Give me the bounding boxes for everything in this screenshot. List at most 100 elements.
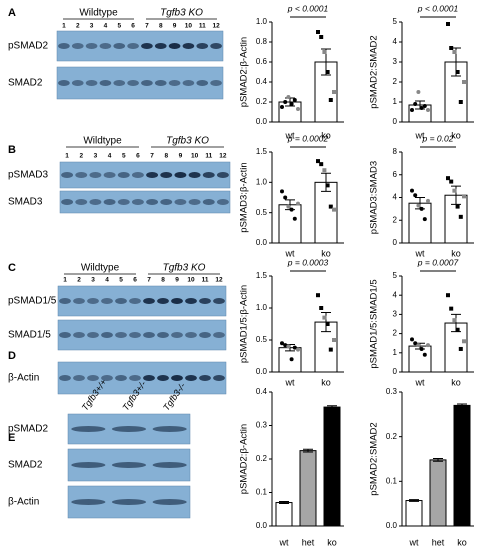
- y-tick-label: 5: [393, 17, 398, 26]
- band: [111, 499, 147, 505]
- x-tick-label: ko: [457, 537, 467, 547]
- band: [213, 298, 225, 304]
- panel-letter: B: [8, 144, 16, 156]
- x-tick-label: wt: [285, 248, 295, 258]
- band: [143, 375, 155, 381]
- group-label: Tgfb3 KO: [160, 8, 203, 19]
- x-tick-label: wt: [409, 537, 419, 547]
- lane-label: 3: [91, 277, 95, 284]
- bar: [405, 500, 423, 527]
- lane-label: 5: [122, 153, 126, 160]
- band: [71, 43, 84, 49]
- y-tick-label: 0: [393, 238, 398, 247]
- band: [113, 80, 126, 86]
- band: [185, 375, 197, 381]
- data-point: [416, 203, 421, 208]
- band: [157, 298, 169, 304]
- lane-label: 8: [159, 23, 163, 30]
- data-point: [328, 347, 333, 352]
- y-tick-label: 8: [393, 147, 398, 156]
- group-label: Wildtype: [83, 136, 122, 147]
- band: [157, 375, 169, 381]
- error-bar: [433, 458, 443, 462]
- data-point: [319, 35, 324, 39]
- lane-label: 5: [117, 23, 121, 30]
- data-point: [413, 102, 418, 106]
- y-tick-label: 2: [393, 215, 398, 224]
- band: [129, 375, 141, 381]
- data-point: [410, 188, 414, 193]
- lane-label: 11: [205, 153, 212, 160]
- data-point: [410, 337, 414, 342]
- y-tick-label: 0.3: [256, 421, 268, 430]
- band: [216, 172, 229, 178]
- band: [101, 298, 113, 304]
- band: [73, 375, 85, 381]
- band: [73, 298, 85, 304]
- data-point: [422, 104, 427, 108]
- row-label: pSMAD2: [8, 424, 48, 435]
- y-axis-label: pSMAD1/5:SMAD1/5: [369, 279, 380, 368]
- lane-label: 12: [212, 23, 220, 30]
- bar: [275, 502, 293, 527]
- row-label: pSMAD2: [8, 41, 48, 52]
- data-point: [416, 90, 421, 94]
- data-point: [449, 179, 454, 184]
- y-tick-label: 1.5: [256, 147, 268, 156]
- lane-label: 1: [65, 153, 69, 160]
- lane-label: 10: [191, 153, 199, 160]
- y-axis-label: pSMAD3:β-Actin: [239, 162, 250, 232]
- lane-label: 9: [179, 153, 183, 160]
- panel-letter: E: [8, 432, 15, 444]
- blot: [56, 66, 224, 100]
- lane-label: 2: [76, 23, 80, 30]
- y-axis-label: pSMAD2:β-Actin: [239, 424, 250, 494]
- band: [127, 43, 139, 49]
- data-point: [332, 338, 336, 342]
- band: [131, 199, 144, 205]
- lane-label: 11: [202, 277, 209, 284]
- band: [202, 172, 215, 178]
- x-tick-label: wt: [285, 130, 295, 140]
- data-point: [316, 30, 320, 34]
- lane-label: 3: [90, 23, 94, 30]
- x-tick-label: wt: [415, 377, 425, 387]
- lane-label: 2: [77, 277, 81, 284]
- row-label: SMAD2: [8, 78, 43, 89]
- y-tick-label: 4: [393, 193, 398, 202]
- band: [127, 80, 139, 86]
- blot: [57, 285, 227, 317]
- band: [141, 43, 153, 49]
- significance-label: p = 0.0003: [287, 257, 329, 267]
- y-tick-label: 0.2: [256, 454, 268, 463]
- data-point: [292, 216, 297, 221]
- x-tick-label: wt: [279, 537, 289, 547]
- data-point: [426, 198, 430, 203]
- band: [171, 375, 183, 381]
- group-label: Tgfb3 KO: [166, 136, 209, 147]
- error-bar: [279, 501, 289, 505]
- y-axis-label: pSMAD3:SMAD3: [369, 161, 380, 234]
- lane-label: 9: [175, 277, 179, 284]
- lane-label: 10: [187, 277, 195, 284]
- band: [89, 199, 102, 205]
- lane-label: 6: [131, 23, 135, 30]
- data-point: [296, 201, 300, 206]
- data-point: [289, 357, 294, 362]
- band: [154, 80, 167, 86]
- x-tick-label: ko: [451, 248, 461, 258]
- band: [152, 426, 187, 432]
- data-point: [296, 107, 300, 111]
- row-label: β-Actin: [8, 373, 39, 384]
- band: [75, 199, 88, 205]
- data-point: [455, 204, 460, 209]
- panel-letter: D: [8, 350, 16, 362]
- band: [199, 332, 211, 338]
- significance-label: p = 0.02: [422, 133, 454, 143]
- data-point: [452, 188, 457, 193]
- band: [59, 332, 71, 338]
- data-point: [296, 347, 300, 352]
- data-point: [325, 322, 330, 326]
- data-point: [286, 204, 291, 209]
- data-point: [413, 341, 418, 346]
